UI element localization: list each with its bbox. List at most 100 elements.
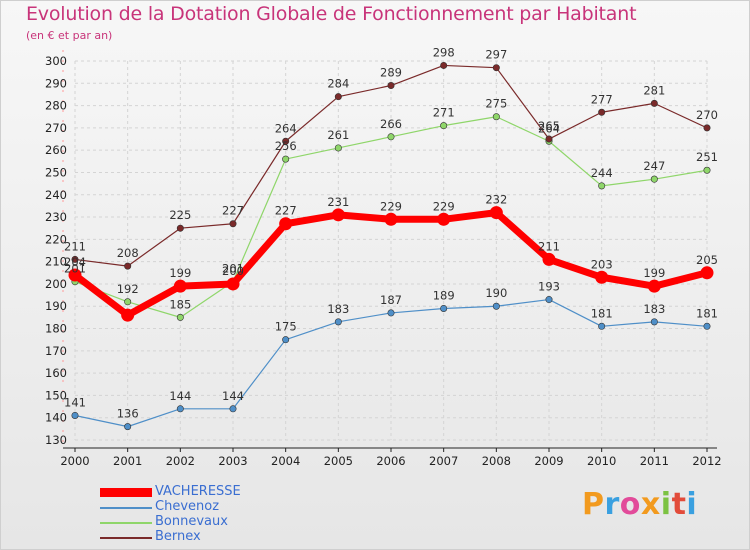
data-label: 297	[485, 48, 507, 62]
data-label: 227	[275, 204, 297, 218]
x-tick-label: 2008	[482, 454, 511, 468]
data-label: 144	[222, 389, 244, 403]
data-label: 298	[433, 45, 455, 59]
data-point-chevenoz	[650, 318, 658, 326]
legend-item-vacheresse: VACHERESSE	[100, 484, 300, 500]
logo-letter: P	[582, 487, 605, 522]
data-label: 200	[222, 264, 244, 278]
x-tick-label: 2000	[60, 454, 89, 468]
x-tick-label: 2009	[534, 454, 563, 468]
data-point-chevenoz	[71, 411, 79, 419]
data-label: 201	[222, 262, 244, 276]
data-label: 204	[64, 255, 86, 269]
data-point-bernex	[71, 255, 79, 263]
y-tick-label: 190	[45, 299, 67, 313]
data-label: 261	[327, 128, 349, 142]
chart-subtitle: (en € et par an)	[26, 29, 113, 42]
x-axis-ticks: 2000 2001 2002 2003 2004 2005 2006 2007 2008 2009…	[60, 448, 722, 468]
data-label: 141	[64, 395, 86, 409]
data-point-vacheresse	[173, 279, 187, 293]
data-label: 144	[169, 389, 191, 403]
data-point-vacheresse	[226, 277, 240, 291]
data-label: 266	[380, 117, 402, 131]
data-point-vacheresse	[279, 217, 293, 231]
data-label: 187	[380, 293, 402, 307]
series-group	[68, 61, 714, 431]
data-point-bernex	[440, 61, 448, 69]
legend-swatch	[100, 507, 152, 509]
legend-swatch	[100, 522, 152, 524]
legend-label: Bernex	[155, 529, 201, 544]
y-tick-label: 200	[45, 277, 67, 291]
y-tick-label: 240	[45, 188, 67, 202]
data-label: 289	[380, 66, 402, 80]
data-point-vacheresse	[437, 212, 451, 226]
data-point-bernex	[282, 137, 290, 145]
data-label: 271	[433, 106, 455, 120]
data-labels: 141 136 144 144 175 183 187 189 190 193 181 183 181 2…	[64, 45, 718, 420]
legend-swatch	[100, 488, 152, 497]
data-point-chevenoz	[229, 405, 237, 413]
legend-swatch	[100, 537, 152, 539]
logo-letter: o	[619, 487, 641, 522]
data-label: 227	[222, 204, 244, 218]
x-tick-label: 2001	[113, 454, 142, 468]
legend-label: Bonnevaux	[155, 514, 228, 529]
data-point-bernex	[334, 93, 342, 101]
legend-item-chevenoz: Chevenoz	[100, 499, 300, 515]
data-label: 275	[485, 97, 507, 111]
data-label: 201	[64, 262, 86, 276]
data-point-vacheresse	[595, 270, 609, 284]
data-point-chevenoz	[124, 423, 132, 431]
data-label: 265	[538, 119, 560, 133]
data-point-bonnevaux	[387, 133, 395, 141]
logo-letter: r	[604, 487, 620, 522]
legend-label: VACHERESSE	[155, 484, 241, 499]
data-label: 264	[275, 121, 297, 135]
data-label: 199	[169, 266, 191, 280]
data-point-bonnevaux	[703, 166, 711, 174]
data-label: 205	[696, 253, 718, 267]
y-tick-label: 150	[45, 388, 67, 402]
y-tick-label: 250	[45, 165, 67, 179]
data-point-chevenoz	[387, 309, 395, 317]
data-point-bernex	[124, 262, 132, 270]
data-point-bernex	[650, 99, 658, 107]
x-tick-label: 2002	[166, 454, 195, 468]
data-label: 208	[117, 246, 139, 260]
data-point-vacheresse	[700, 266, 714, 280]
data-point-chevenoz	[440, 304, 448, 312]
legend-item-bernex: Bernex	[100, 529, 300, 545]
axes	[62, 50, 717, 449]
y-tick-label: 270	[45, 121, 67, 135]
y-tick-label: 180	[45, 322, 67, 336]
data-point-vacheresse	[331, 208, 345, 222]
data-point-chevenoz	[545, 296, 553, 304]
data-label: 281	[643, 83, 665, 97]
logo-letter: i	[686, 487, 698, 522]
data-label: 247	[643, 159, 665, 173]
logo-letter: x	[640, 487, 661, 522]
data-label: 211	[538, 239, 560, 253]
x-tick-label: 2006	[376, 454, 405, 468]
y-tick-label: 260	[45, 143, 67, 157]
x-tick-label: 2005	[324, 454, 353, 468]
y-tick-label: 300	[45, 54, 67, 68]
x-tick-label: 2007	[429, 454, 458, 468]
data-label: 183	[643, 302, 665, 316]
data-point-bonnevaux	[124, 298, 132, 306]
chart-title: Evolution de la Dotation Globale de Fonc…	[26, 3, 637, 25]
y-tick-label: 280	[45, 99, 67, 113]
data-point-bernex	[492, 64, 500, 72]
data-label: 211	[64, 239, 86, 253]
data-point-chevenoz	[334, 318, 342, 326]
data-label: 229	[380, 199, 402, 213]
data-label: 190	[485, 286, 507, 300]
data-point-bernex	[229, 220, 237, 228]
x-tick-label: 2003	[218, 454, 247, 468]
data-label: 256	[275, 139, 297, 153]
data-label: 270	[696, 108, 718, 122]
data-point-bonnevaux	[440, 122, 448, 130]
